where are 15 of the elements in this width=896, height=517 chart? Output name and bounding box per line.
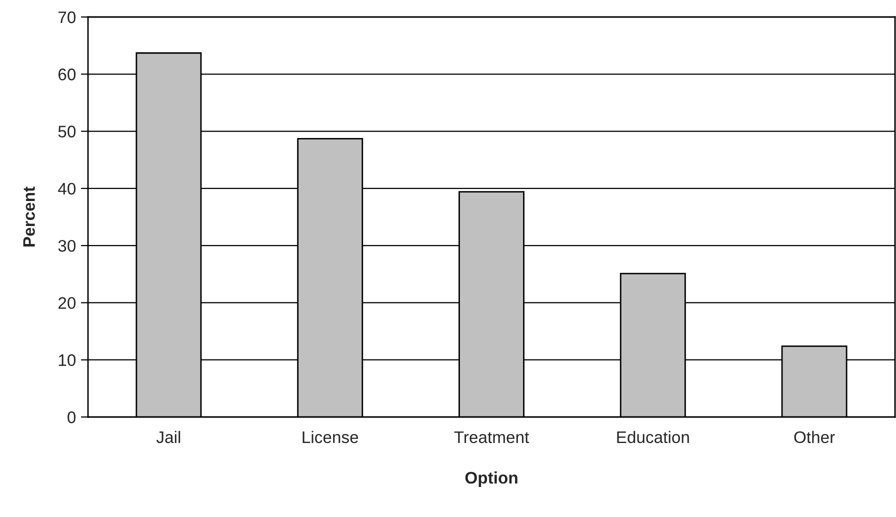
y-tick-label: 0	[68, 411, 76, 424]
x-tick-label: License	[302, 430, 358, 444]
y-tick-label: 40	[58, 182, 76, 195]
y-tick-label: 50	[58, 126, 76, 138]
x-tick-label: Jail	[156, 430, 180, 444]
y-tick-label: 60	[58, 68, 76, 80]
y-axis-title: Percent	[23, 186, 35, 246]
y-tick-label: 30	[58, 240, 76, 252]
x-tick-label: Education	[617, 430, 689, 444]
x-tick-label: Treatment	[454, 432, 530, 444]
y-tick-label: 10	[58, 354, 76, 366]
x-tick-label: Other	[794, 430, 835, 444]
y-tick-label: 20	[58, 297, 76, 309]
x-axis-title: Option	[465, 471, 518, 487]
y-tick-label: 70	[58, 11, 76, 24]
